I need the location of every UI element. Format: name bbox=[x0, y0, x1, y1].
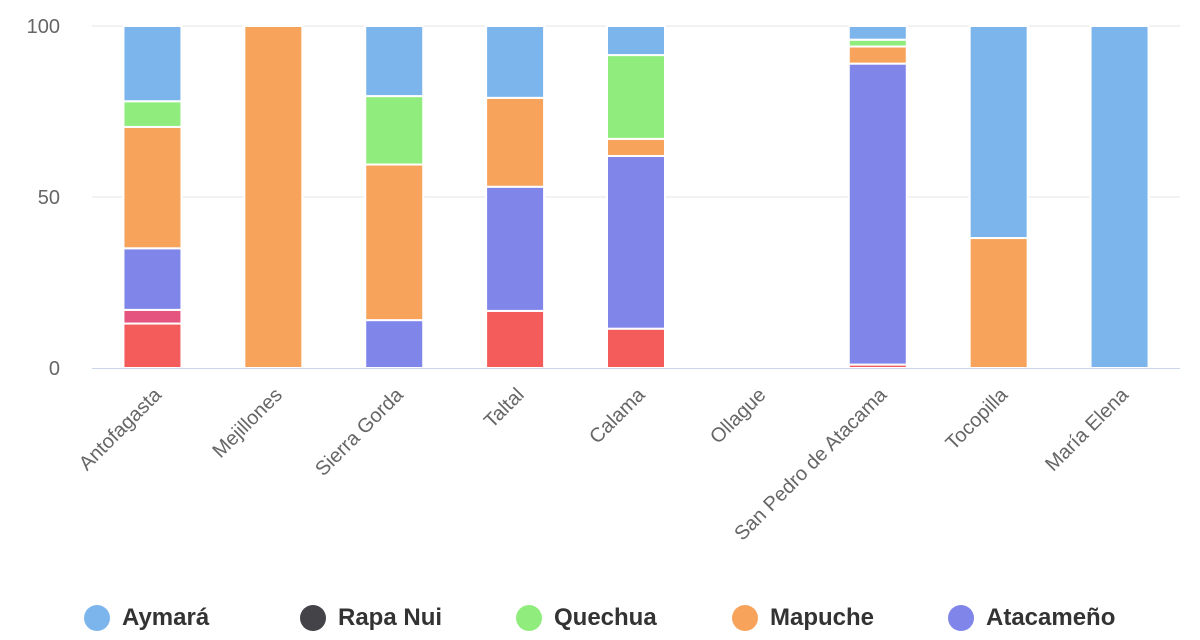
bar-segment bbox=[606, 154, 666, 330]
legend: Aymará Rapa Nui Quechua Mapuche Atacameñ… bbox=[0, 604, 1200, 640]
legend-swatch-icon bbox=[84, 605, 110, 631]
x-tick-label: Ollague bbox=[706, 384, 770, 448]
legend-swatch-icon bbox=[516, 605, 542, 631]
bar-segment bbox=[606, 25, 666, 57]
y-tick-label: 50 bbox=[38, 187, 60, 209]
x-tick-label: Calama bbox=[585, 383, 650, 448]
legend-label: Aymará bbox=[122, 604, 210, 631]
bar-segment bbox=[122, 247, 183, 311]
bar-segment bbox=[847, 38, 908, 48]
legend-label: Atacameño bbox=[986, 604, 1116, 631]
y-axis: 0 50 100 bbox=[27, 16, 60, 380]
bar-segment bbox=[968, 237, 1029, 369]
x-tick-label: Taltal bbox=[480, 384, 529, 433]
stacked-bar-chart: 0 50 100 Antofagasta Mejillones Sierra Gorda… bbox=[27, 16, 1180, 545]
legend-swatch-icon bbox=[732, 605, 758, 631]
legend-item-atacameno[interactable]: Atacameño bbox=[948, 604, 1115, 632]
y-tick-label: 0 bbox=[49, 358, 60, 380]
bar-segment bbox=[364, 163, 425, 322]
bar-segment bbox=[847, 25, 908, 41]
bar-stacks bbox=[122, 25, 1150, 370]
bar-segment bbox=[122, 322, 183, 370]
bar-segment bbox=[606, 327, 666, 370]
bar-segment bbox=[485, 309, 546, 369]
bar-segment bbox=[243, 25, 304, 369]
bar-segment bbox=[364, 319, 425, 369]
bar-segment bbox=[606, 137, 666, 157]
y-tick-label: 100 bbox=[27, 16, 60, 38]
bar-segment bbox=[122, 125, 183, 250]
legend-item-aymara[interactable]: Aymará bbox=[84, 604, 209, 632]
legend-swatch-icon bbox=[300, 605, 326, 631]
bar-segment bbox=[847, 45, 908, 65]
legend-item-quechua[interactable]: Quechua bbox=[516, 604, 657, 632]
x-tick-label: Sierra Gorda bbox=[311, 383, 408, 480]
x-tick-label: María Elena bbox=[1041, 383, 1133, 475]
x-tick-label: Tocopilla bbox=[942, 383, 1013, 454]
legend-label: Mapuche bbox=[770, 604, 875, 631]
bar-segment bbox=[364, 95, 425, 166]
legend-item-rapa-nui[interactable]: Rapa Nui bbox=[300, 604, 442, 632]
legend-item-mapuche[interactable]: Mapuche bbox=[732, 604, 874, 632]
bar-segment bbox=[1089, 25, 1150, 369]
bar-segment bbox=[485, 96, 546, 188]
bar-segment bbox=[122, 25, 183, 103]
bar-segment bbox=[122, 308, 183, 325]
bar-segment bbox=[364, 25, 425, 98]
bar-segment bbox=[606, 54, 666, 140]
legend-label: Rapa Nui bbox=[338, 604, 443, 631]
bar-segment bbox=[485, 25, 546, 99]
bar-segment bbox=[847, 62, 908, 366]
x-tick-label: Antofagasta bbox=[75, 383, 167, 475]
bar-segment bbox=[485, 185, 546, 312]
x-tick-label: Mejillones bbox=[208, 384, 286, 462]
legend-swatch-icon bbox=[948, 605, 974, 631]
bar-segment bbox=[122, 100, 183, 128]
bar-segment bbox=[968, 25, 1029, 240]
legend-label: Quechua bbox=[554, 604, 657, 631]
x-axis: Antofagasta Mejillones Sierra Gorda Taltal C… bbox=[75, 368, 1180, 545]
